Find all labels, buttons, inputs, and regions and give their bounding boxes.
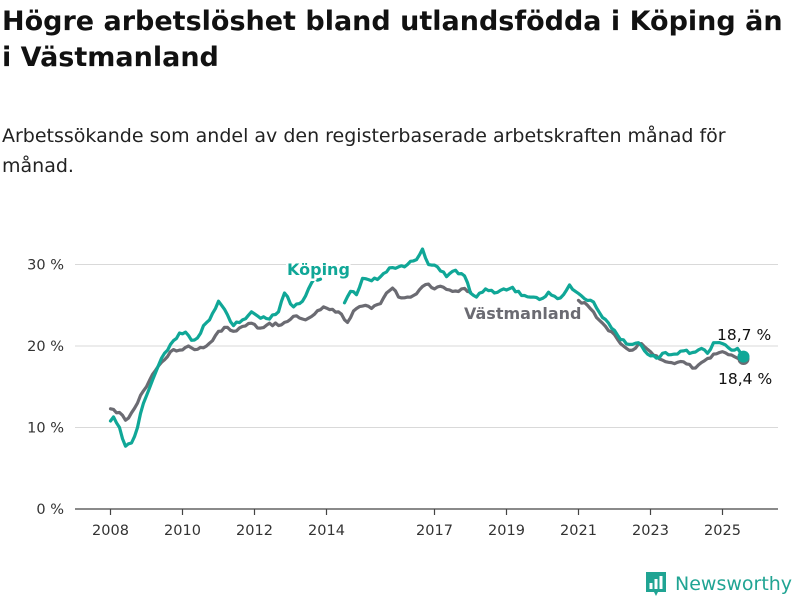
x-tick-label: 2008	[92, 523, 129, 539]
series-line-vastmanland	[108, 282, 473, 422]
x-tick-label: 2019	[488, 523, 525, 539]
x-tick-label: 2017	[416, 523, 453, 539]
x-tick-label: 2021	[560, 523, 597, 539]
end-point-koping	[737, 350, 750, 363]
x-tick-label: 2010	[164, 523, 201, 539]
x-tick-label: 2012	[236, 523, 273, 539]
y-tick-label: 20 %	[27, 339, 64, 355]
y-tick-label: 0 %	[36, 502, 64, 518]
end-label-vastmanland: 18,4 %	[718, 370, 772, 388]
series-lines	[108, 247, 750, 448]
end-label-koping: 18,7 %	[717, 326, 771, 344]
series-line-vastmanland	[576, 298, 746, 370]
series-label-koping: Köping	[287, 260, 350, 279]
x-tick-label: 2025	[704, 523, 741, 539]
series-label-vastmanland: Västmanland	[464, 304, 581, 323]
x-axis: 2008 2010 2012 2014 2017 2019 2021 2023 2025	[75, 508, 778, 539]
series-line-koping	[108, 276, 323, 448]
chart-title: Högre arbetslöshet bland utlandsfödda i …	[2, 6, 783, 73]
series-labels: Köping Västmanland 18,7 % 18,4 %	[285, 258, 773, 389]
y-tick-label: 10 %	[27, 421, 64, 437]
chart-subtitle: Arbetssökande som andel av den registerb…	[2, 125, 726, 177]
y-tick-label: 30 %	[27, 258, 64, 274]
newsworthy-logo[interactable]: Newsworthy	[645, 568, 792, 600]
grid-lines: 0 % 10 % 20 % 30 %	[27, 258, 778, 518]
newsworthy-logo-text: Newsworthy	[675, 573, 793, 595]
x-tick-label: 2014	[308, 523, 345, 539]
x-tick-label: 2023	[632, 523, 669, 539]
series-line-koping	[342, 247, 746, 360]
newsworthy-logo-icon	[646, 572, 666, 596]
